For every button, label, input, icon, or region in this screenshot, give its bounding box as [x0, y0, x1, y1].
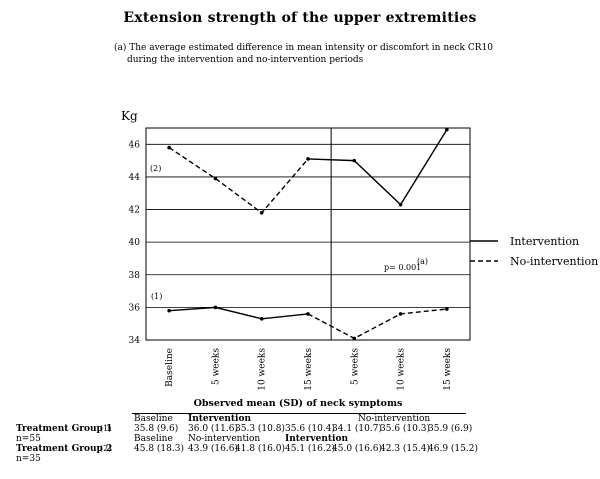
data-point	[306, 157, 310, 161]
data-point	[213, 176, 218, 181]
p-value-annotation: p= 0.001 (a)	[384, 257, 428, 272]
y-tick-label: 36	[129, 303, 141, 313]
data-point	[352, 336, 357, 341]
table-header-row: Baseline Intervention No-intervention	[16, 414, 576, 424]
y-tick-label: 44	[129, 173, 141, 183]
x-tick-label: 10 weeks	[258, 348, 268, 391]
data-point	[167, 308, 171, 313]
data-point	[259, 317, 264, 321]
mid-header-no-intervention: No-intervention	[188, 434, 261, 444]
series-line-1-dashed	[307, 308, 447, 340]
data-point	[445, 127, 449, 132]
plot-frame	[145, 127, 471, 341]
data-point	[259, 211, 264, 215]
table-cell: 34.1 (10.7)	[332, 424, 382, 434]
data-point	[445, 307, 449, 311]
header-baseline: Baseline	[134, 414, 173, 424]
y-axis-label: Kg	[121, 109, 138, 123]
data-point	[398, 312, 403, 316]
table-cell: 45.8 (18.3)	[134, 444, 184, 454]
group1-n: n=55	[16, 434, 41, 444]
series-line-2-dashed	[168, 146, 309, 214]
subtitle-line-1: (a) The average estimated difference in …	[114, 43, 493, 53]
legend: Intervention No-intervention	[470, 235, 598, 268]
data-point	[213, 305, 218, 310]
table-cell: 36.0 (11.6)	[188, 424, 238, 434]
group2-label: Treatment Group 2	[16, 444, 113, 454]
data-point	[352, 158, 357, 163]
x-tick-label: 15 weeks	[443, 348, 453, 391]
y-tick-labels: 34 36 38 40 42 44 46	[129, 140, 141, 346]
table-cell: 35.3 (10.8)	[235, 424, 285, 434]
p-value-superscript: (a)	[417, 257, 428, 266]
y-tick-label: 38	[129, 271, 141, 281]
table-cell: 35.9 (6.9)	[428, 424, 473, 434]
y-tick-label: 46	[129, 140, 141, 150]
table-cell: 45.0 (16.6)	[332, 444, 382, 454]
chart-title: Extension strength of the upper extremit…	[123, 10, 477, 26]
table-cell: 35.6 (10.4)	[285, 424, 335, 434]
table-row-group2-n: n=35	[16, 454, 576, 464]
subtitle-line-2: during the intervention and no-intervent…	[127, 55, 364, 65]
chart-subtitle: (a) The average estimated difference in …	[114, 42, 534, 66]
series-line-1-solid	[169, 306, 309, 320]
data-point	[167, 145, 171, 150]
p-value-text: p= 0.001	[384, 263, 421, 272]
series-group	[167, 127, 449, 341]
legend-label-intervention: Intervention	[510, 235, 579, 248]
table-cell: 45.1 (16.2)	[285, 444, 335, 454]
table-cell: 46.9 (15.2)	[428, 444, 478, 454]
table-cell: 42.3 (15.4)	[380, 444, 430, 454]
x-tick-labels: Baseline 5 weeks 10 weeks 15 weeks 5 weeks 10…	[165, 348, 453, 391]
series-label-2: (2)	[150, 164, 161, 173]
table-cell: 43.9 (16.6)	[188, 444, 238, 454]
table-row-group1-n: n=55 Baseline No-intervention Interventi…	[16, 434, 576, 444]
data-point	[306, 312, 310, 316]
header-no-intervention: No-intervention	[358, 414, 431, 424]
x-tick-label: 5 weeks	[211, 348, 221, 385]
data-point	[398, 202, 403, 207]
group2-n: n=35	[16, 454, 41, 464]
table-row-group1: Treatment Group 1 (1) 35.8 (9.6) 36.0 (1…	[16, 424, 576, 434]
grid-lines	[146, 143, 470, 341]
x-tick-label: 15 weeks	[304, 348, 314, 391]
group1-num: (1)	[100, 424, 112, 433]
y-tick-label: 42	[129, 206, 140, 216]
series-label-1: (1)	[151, 292, 162, 301]
table-row-group2: Treatment Group 2 (2) 45.8 (18.3) 43.9 (…	[16, 444, 576, 454]
x-tick-label: 10 weeks	[397, 348, 407, 391]
table-top-rule	[132, 413, 466, 414]
table-cell: 35.6 (10.3)	[380, 424, 430, 434]
mid-header-intervention: Intervention	[285, 434, 348, 444]
table-cell: 41.8 (16.0)	[235, 444, 285, 454]
group1-label: Treatment Group 1	[16, 424, 113, 434]
y-tick-label: 34	[129, 336, 141, 346]
legend-label-no-intervention: No-intervention	[510, 255, 598, 268]
series-line-2-solid	[307, 129, 448, 206]
x-tick-label: 5 weeks	[350, 348, 360, 385]
header-intervention: Intervention	[188, 414, 251, 424]
mid-header-baseline: Baseline	[134, 434, 173, 444]
x-axis-label: Observed mean (SD) of neck symptoms	[194, 398, 403, 409]
y-tick-label: 40	[129, 238, 141, 248]
x-tick-label: Baseline	[165, 348, 175, 387]
table-cell: 35.8 (9.6)	[134, 424, 179, 434]
group2-num: (2)	[100, 444, 112, 453]
data-table: Baseline Intervention No-intervention Tr…	[16, 414, 576, 464]
